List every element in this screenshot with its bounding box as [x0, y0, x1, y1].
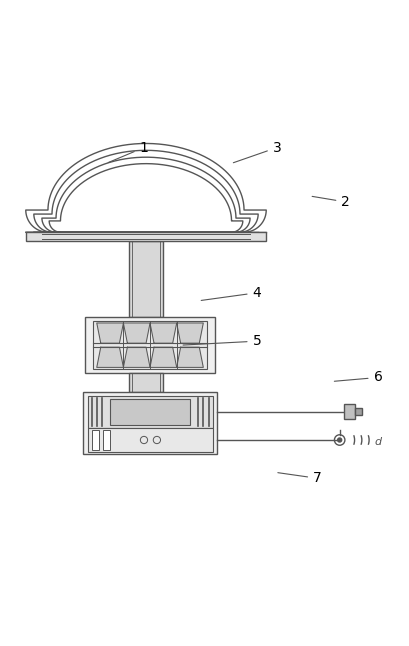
Polygon shape [150, 347, 177, 368]
Bar [26, 232, 266, 241]
Bar [88, 395, 213, 428]
Text: 6: 6 [334, 370, 382, 384]
Bar [129, 373, 163, 391]
Bar [83, 391, 217, 454]
Bar [88, 428, 213, 452]
Bar [344, 404, 355, 419]
Polygon shape [177, 347, 203, 368]
Polygon shape [97, 347, 124, 368]
Text: 1: 1 [108, 140, 148, 163]
Polygon shape [150, 323, 177, 343]
Text: 3: 3 [234, 140, 281, 163]
Polygon shape [97, 323, 124, 343]
Bar [110, 399, 190, 424]
Text: 7: 7 [278, 472, 322, 485]
Bar [129, 241, 163, 317]
Text: 5: 5 [183, 334, 261, 348]
Polygon shape [124, 323, 150, 343]
Text: d: d [375, 437, 382, 447]
Polygon shape [124, 347, 150, 368]
Bar [85, 317, 215, 373]
Bar [355, 408, 362, 415]
Bar [93, 321, 207, 370]
Bar [92, 430, 99, 450]
Text: 2: 2 [312, 195, 350, 209]
Text: 4: 4 [201, 286, 261, 300]
Circle shape [338, 438, 342, 442]
Bar [103, 430, 110, 450]
Polygon shape [177, 323, 203, 343]
